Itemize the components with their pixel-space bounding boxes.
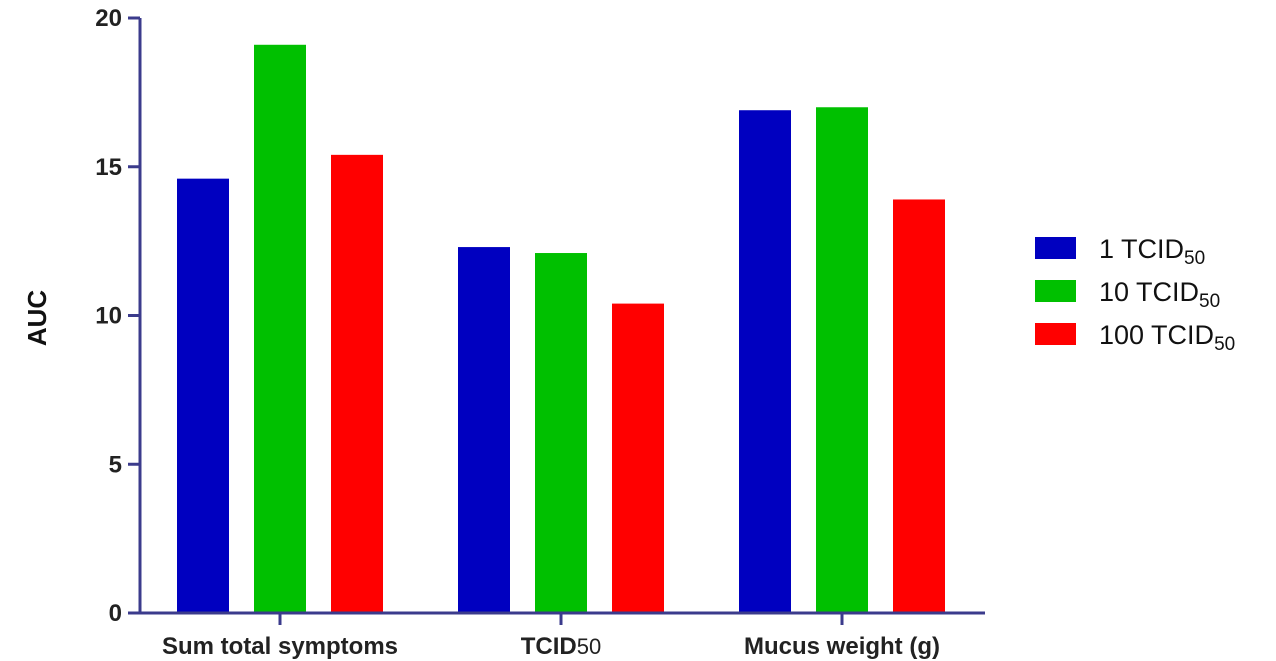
y-tick-label: 0	[109, 600, 122, 627]
bars-group	[177, 44, 945, 613]
y-ticks: 0 5 10 15 20	[95, 5, 140, 627]
bar-2-2	[535, 253, 587, 613]
bar-2-1	[254, 44, 306, 613]
y-tick-label: 20	[95, 5, 122, 32]
bar-2-3	[816, 107, 868, 613]
legend: 1 TCID50 10 TCID50 100 TCID50	[1035, 234, 1235, 355]
legend-label-2: 10 TCID50	[1099, 277, 1220, 312]
x-category-label: Mucus weight (g)	[744, 633, 940, 660]
legend-swatch-3	[1035, 323, 1076, 345]
legend-swatch-1	[1035, 237, 1076, 259]
y-axis-label: AUC	[22, 290, 52, 347]
bar-3-2	[612, 303, 664, 613]
y-tick-label: 10	[95, 303, 122, 330]
legend-label-3: 100 TCID50	[1099, 320, 1235, 355]
bar-1-3	[739, 110, 791, 613]
y-tick-label: 5	[109, 451, 122, 478]
x-category-label: Sum total symptoms	[162, 633, 398, 660]
bar-1-1	[177, 178, 229, 613]
legend-label-1: 1 TCID50	[1099, 234, 1205, 269]
x-ticks: Sum total symptoms TCID50 Mucus weight (g)	[162, 613, 940, 660]
x-category-label: TCID50	[521, 633, 601, 660]
bar-3-1	[331, 154, 383, 613]
bar-1-2	[458, 247, 510, 613]
legend-swatch-2	[1035, 280, 1076, 302]
y-tick-label: 15	[95, 154, 122, 181]
bar-3-3	[893, 199, 945, 613]
